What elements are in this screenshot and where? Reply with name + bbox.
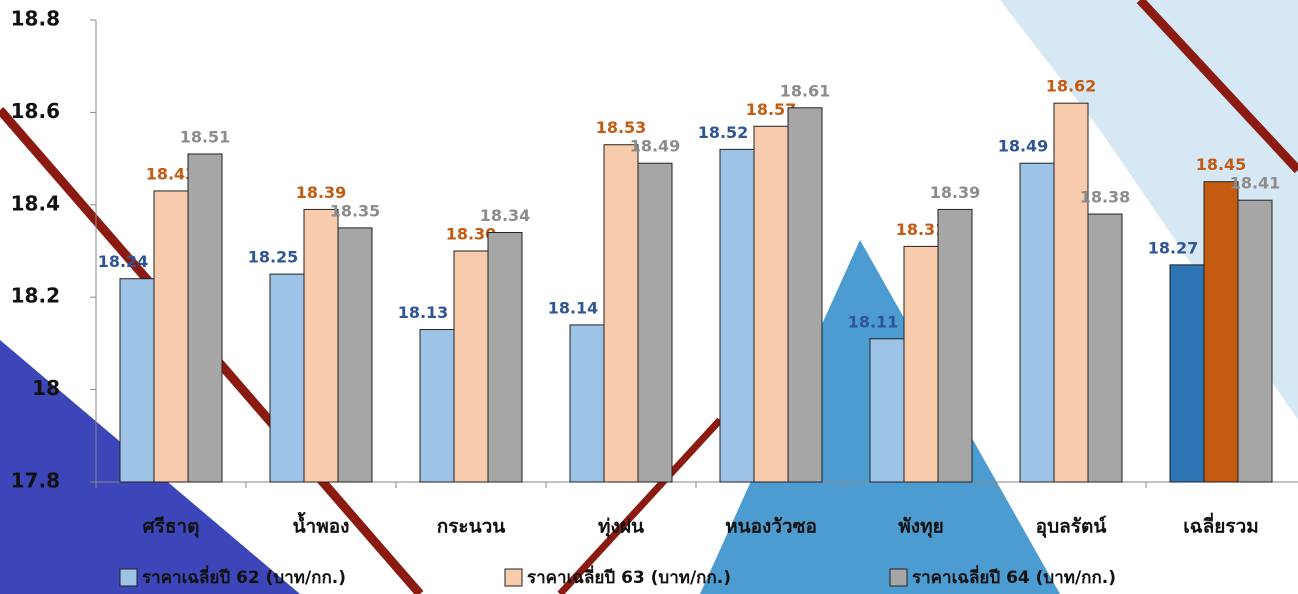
y-tick-label: 17.8 [11, 469, 60, 493]
y-tick-label: 18.6 [11, 99, 60, 123]
bar [1019, 162, 1055, 483]
value-label: 18.61 [780, 81, 831, 100]
value-label: 18.30 [446, 225, 497, 244]
y-tick-label: 18.4 [11, 191, 60, 215]
legend-label: ราคาเฉลี่ยปี 64 (บาท/กก.) [912, 565, 1116, 588]
x-tick-label: หนองวัวซอ [725, 516, 817, 538]
y-tick-label: 18.2 [11, 284, 60, 308]
value-label: 18.57 [746, 100, 797, 119]
bar [719, 148, 755, 483]
bar [119, 278, 155, 483]
x-tick-label: พังทุย [898, 516, 943, 539]
y-tick-label: 18 [32, 376, 60, 400]
x-tick-label: ศรีธาตุ [143, 516, 200, 539]
value-label: 18.43 [146, 164, 197, 183]
y-tick-label: 18.8 [11, 7, 60, 31]
value-label: 18.34 [480, 206, 531, 225]
bar [937, 208, 973, 483]
x-tick-label: อุบลรัตน์ [1036, 516, 1107, 539]
bar [453, 250, 489, 483]
value-label: 18.31 [896, 220, 947, 239]
legend-swatch [504, 568, 523, 587]
value-label: 18.39 [296, 183, 347, 202]
bar [903, 245, 939, 483]
bar [1203, 181, 1239, 483]
value-label: 18.35 [330, 201, 381, 220]
bar [787, 107, 823, 483]
value-label: 18.62 [1046, 77, 1097, 96]
value-label: 18.14 [548, 298, 599, 317]
value-label: 18.27 [1148, 238, 1199, 257]
bar [1169, 264, 1205, 483]
x-tick-label: กระนวน [437, 516, 506, 538]
value-label: 18.25 [248, 248, 299, 267]
value-label: 18.11 [848, 312, 899, 331]
legend-swatch [889, 568, 908, 587]
bar [153, 190, 189, 483]
value-label: 18.52 [698, 123, 749, 142]
x-tick-label: เฉลี่ยรวม [1183, 513, 1259, 538]
bar [603, 144, 639, 483]
bar [637, 162, 673, 483]
value-label: 18.38 [1080, 188, 1131, 207]
bar [303, 208, 339, 483]
value-label: 18.49 [630, 137, 681, 156]
value-label: 18.13 [398, 303, 449, 322]
bar [187, 153, 223, 483]
bar [869, 338, 905, 483]
value-label: 18.51 [180, 127, 231, 146]
legend-swatch [119, 568, 138, 587]
value-label: 18.45 [1196, 155, 1247, 174]
bar [1087, 213, 1123, 483]
value-label: 18.49 [998, 137, 1049, 156]
legend-label: ราคาเฉลี่ยปี 63 (บาท/กก.) [527, 565, 731, 588]
x-tick-label: ทุ่งฝน [598, 516, 644, 539]
value-label: 18.41 [1230, 174, 1281, 193]
x-tick-label: น้ำพอง [293, 512, 350, 538]
value-label: 18.53 [596, 118, 647, 137]
bar [569, 324, 605, 483]
bar [1053, 102, 1089, 483]
bar [419, 329, 455, 483]
bar [487, 232, 523, 483]
value-label: 18.24 [98, 252, 149, 271]
value-label: 18.39 [930, 183, 981, 202]
bar [269, 273, 305, 483]
bar [337, 227, 373, 483]
bar [1237, 199, 1273, 483]
bar [753, 125, 789, 483]
legend-label: ราคาเฉลี่ยปี 62 (บาท/กก.) [142, 565, 346, 588]
